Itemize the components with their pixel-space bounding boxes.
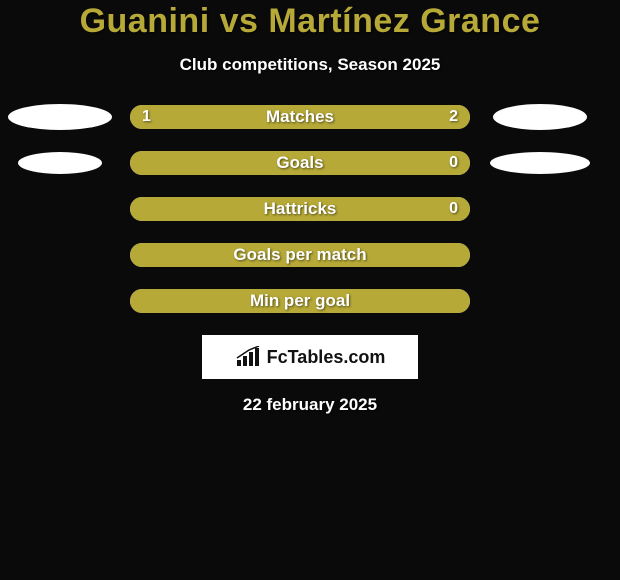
player-ellipse-right	[493, 104, 587, 130]
bar-fill-left	[130, 243, 470, 267]
stat-bar: Hattricks 0	[130, 197, 470, 221]
brand-box: FcTables.com	[202, 335, 418, 379]
bar-fill-right	[243, 105, 470, 129]
bar-fill-left	[130, 289, 470, 313]
bar-fill-left	[130, 197, 470, 221]
stat-rows: 1 Matches 2 Goals 0	[0, 105, 620, 313]
bar-fill-left	[130, 151, 470, 175]
stat-row-matches: 1 Matches 2	[0, 105, 620, 129]
right-side	[480, 104, 600, 130]
stat-row-hattricks: Hattricks 0	[0, 197, 620, 221]
player-ellipse-left	[8, 104, 112, 130]
stat-value-left: 1	[142, 108, 151, 126]
brand-inner: FcTables.com	[235, 346, 386, 368]
player-ellipse-right	[490, 152, 590, 174]
stat-row-goals: Goals 0	[0, 151, 620, 175]
stat-bar: Goals 0	[130, 151, 470, 175]
stat-row-mpg: Min per goal	[0, 289, 620, 313]
brand-text: FcTables.com	[267, 347, 386, 368]
right-side	[480, 152, 600, 174]
left-side	[0, 104, 120, 130]
stat-value-right: 2	[449, 108, 458, 126]
stat-row-gpm: Goals per match	[0, 243, 620, 267]
page-subtitle: Club competitions, Season 2025	[0, 55, 620, 75]
page-title: Guanini vs Martínez Grance	[0, 2, 620, 41]
player-ellipse-left	[18, 152, 102, 174]
stat-value-right: 0	[449, 154, 458, 172]
infographic-container: Guanini vs Martínez Grance Club competit…	[0, 0, 620, 415]
chart-icon	[235, 346, 261, 368]
stat-bar: 1 Matches 2	[130, 105, 470, 129]
stat-bar: Min per goal	[130, 289, 470, 313]
stat-bar: Goals per match	[130, 243, 470, 267]
date-text: 22 february 2025	[0, 395, 620, 415]
stat-value-right: 0	[449, 200, 458, 218]
left-side	[0, 152, 120, 174]
